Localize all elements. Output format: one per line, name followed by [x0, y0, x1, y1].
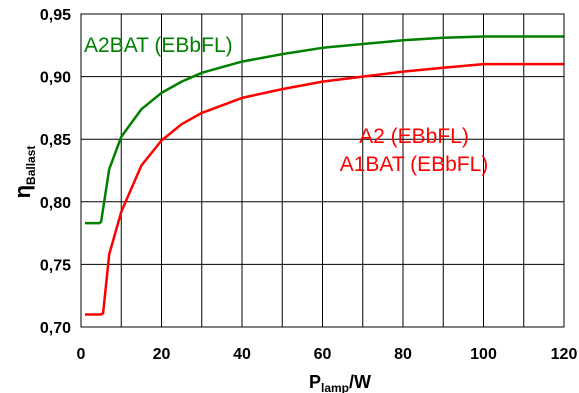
y-tick-label: 0,85 — [40, 132, 71, 149]
x-tick-label: 0 — [77, 346, 86, 363]
series-line-green — [85, 35, 564, 225]
x-axis-title-unit: /W — [349, 372, 371, 392]
y-tick-label: 0,90 — [40, 70, 71, 87]
x-tick-label: 120 — [551, 346, 578, 363]
annotation-a2bat: A2BAT (EBbFL) — [84, 34, 233, 57]
grid-lines — [81, 14, 564, 327]
x-tick-label: 100 — [470, 346, 497, 363]
x-tick-label: 40 — [233, 346, 251, 363]
x-tick-label: 60 — [314, 346, 332, 363]
plot-border — [80, 13, 565, 328]
x-tick-label: 20 — [153, 346, 171, 363]
y-tick-label: 0,70 — [40, 320, 71, 337]
x-tick-label: 80 — [394, 346, 412, 363]
y-tick-label: 0,95 — [40, 7, 71, 24]
series-lines — [85, 35, 564, 316]
y-tick-label: 0,75 — [40, 257, 71, 274]
x-axis-title-main: P — [309, 372, 321, 392]
y-axis-title: ηBallast — [10, 146, 38, 199]
x-axis-title-sub: lamp — [321, 381, 349, 393]
tick-labels: 0 20 40 60 80 100 120 0,70 0,75 0,80 0,85 0,90 0,95 — [40, 7, 578, 363]
annotation-a2: A2 (EBbFL) — [359, 125, 469, 148]
y-axis-title-sub: Ballast — [24, 146, 38, 185]
y-axis-title-main: η — [10, 185, 35, 198]
annotation-a1bat: A1BAT (EBbFL) — [340, 153, 489, 176]
series-line-red — [85, 62, 564, 316]
y-tick-label: 0,80 — [40, 195, 71, 212]
x-axis-title: Plamp/W — [309, 372, 371, 393]
